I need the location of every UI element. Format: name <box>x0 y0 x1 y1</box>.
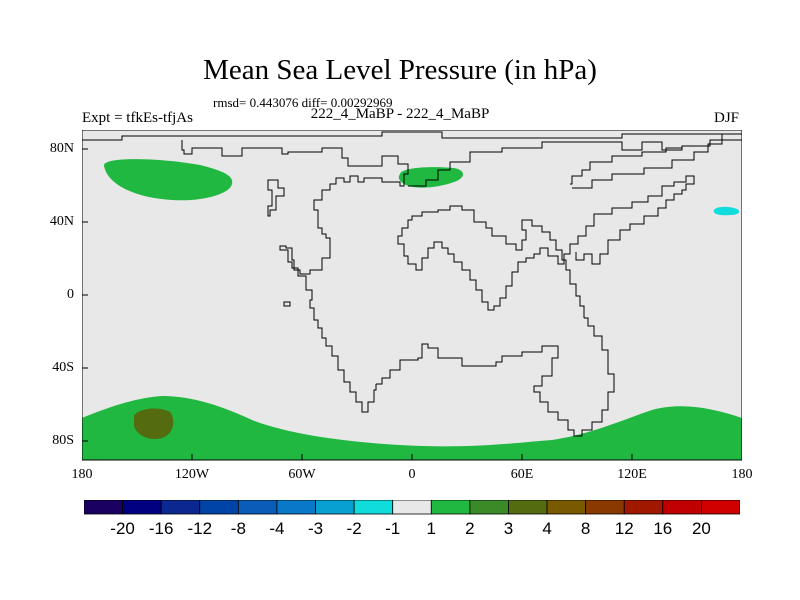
colorbar-swatch <box>430 500 471 515</box>
colorbar-swatch <box>546 500 587 515</box>
center-label: 222_4_MaBP - 222_4_MaBP <box>310 106 490 122</box>
colorbar-label: -2 <box>346 519 362 538</box>
lat-label-80s: 80S <box>52 433 74 448</box>
colorbar-swatch <box>469 500 509 515</box>
colorbar-label: 12 <box>614 519 634 538</box>
axis-ticks <box>82 148 742 460</box>
colorbar-swatch <box>623 500 664 515</box>
lon-label-120e: 120E <box>617 467 647 482</box>
lat-label-40n: 40N <box>49 214 74 229</box>
colorbar-label: 4 <box>542 519 552 538</box>
lon-label-120w: 120W <box>174 467 210 482</box>
colorbar-label: -1 <box>385 519 401 538</box>
coastline-americas <box>181 140 409 413</box>
chart-title: Mean Sea Level Pressure (in hPa) <box>203 54 597 86</box>
lon-label-60e: 60E <box>510 467 534 482</box>
coastline-siberia <box>570 147 682 185</box>
lon-label-60w: 60W <box>288 467 316 482</box>
field-north-pacific-negative <box>713 206 740 216</box>
colorbar-swatch <box>662 500 702 515</box>
lon-label-180w: 180 <box>71 467 93 482</box>
colorbar-label: 16 <box>653 519 673 538</box>
colorbar-swatch <box>276 500 316 515</box>
colorbar-label: -16 <box>148 519 174 538</box>
colorbar-label: 3 <box>503 519 514 538</box>
field-antarctic <box>82 396 742 460</box>
map-plot <box>82 130 742 461</box>
coastline-greenland <box>267 179 285 217</box>
colorbar-label: 1 <box>426 519 437 538</box>
colorbar-label: -4 <box>269 519 285 538</box>
lat-label-0: 0 <box>67 287 74 302</box>
coastline-arctic-strip <box>82 131 742 141</box>
coastline-asia-interior <box>397 205 585 318</box>
colorbar-label: 2 <box>465 519 475 538</box>
colorbar-label: 20 <box>691 519 711 538</box>
colorbar <box>84 500 740 515</box>
colorbar-swatch <box>585 500 625 515</box>
colorbar-label: -12 <box>187 519 213 538</box>
colorbar-swatch <box>84 500 123 515</box>
colorbar-swatch <box>353 500 394 515</box>
lat-label-80n: 80N <box>49 141 74 156</box>
lon-label-0: 0 <box>408 467 416 482</box>
coastline-eurasia <box>376 139 742 437</box>
colorbar-swatch <box>508 500 548 515</box>
colorbar-label: -8 <box>230 519 246 538</box>
colorbar-swatch <box>122 500 162 515</box>
lon-label-180e: 180 <box>731 467 753 482</box>
field-arctic-pacific <box>103 159 233 201</box>
coastline-small-island <box>283 301 291 307</box>
coastline-north-russia <box>572 134 723 189</box>
field-antarctic-core <box>134 408 174 440</box>
colorbar-swatch <box>392 500 432 515</box>
coastlines <box>82 131 742 437</box>
field-arctic-atlantic <box>398 167 463 188</box>
colorbar-label: -3 <box>307 519 324 538</box>
colorbar-swatch <box>199 500 239 515</box>
lat-label-40s: 40S <box>52 360 74 375</box>
colorbar-swatch <box>160 500 201 515</box>
season-label: DJF <box>713 110 739 126</box>
colorbar-swatch <box>701 500 740 515</box>
stats-text: rmsd= 0.443076 diff= 0.00292969 <box>213 95 393 110</box>
experiment-label: Expt = tfkEs-tfjAs <box>82 110 193 126</box>
colorbar-swatch <box>315 500 355 515</box>
coastline-east-asia <box>552 175 695 265</box>
colorbar-label: 8 <box>580 519 591 538</box>
colorbar-swatch <box>237 500 278 515</box>
colorbar-label: -20 <box>110 519 135 538</box>
